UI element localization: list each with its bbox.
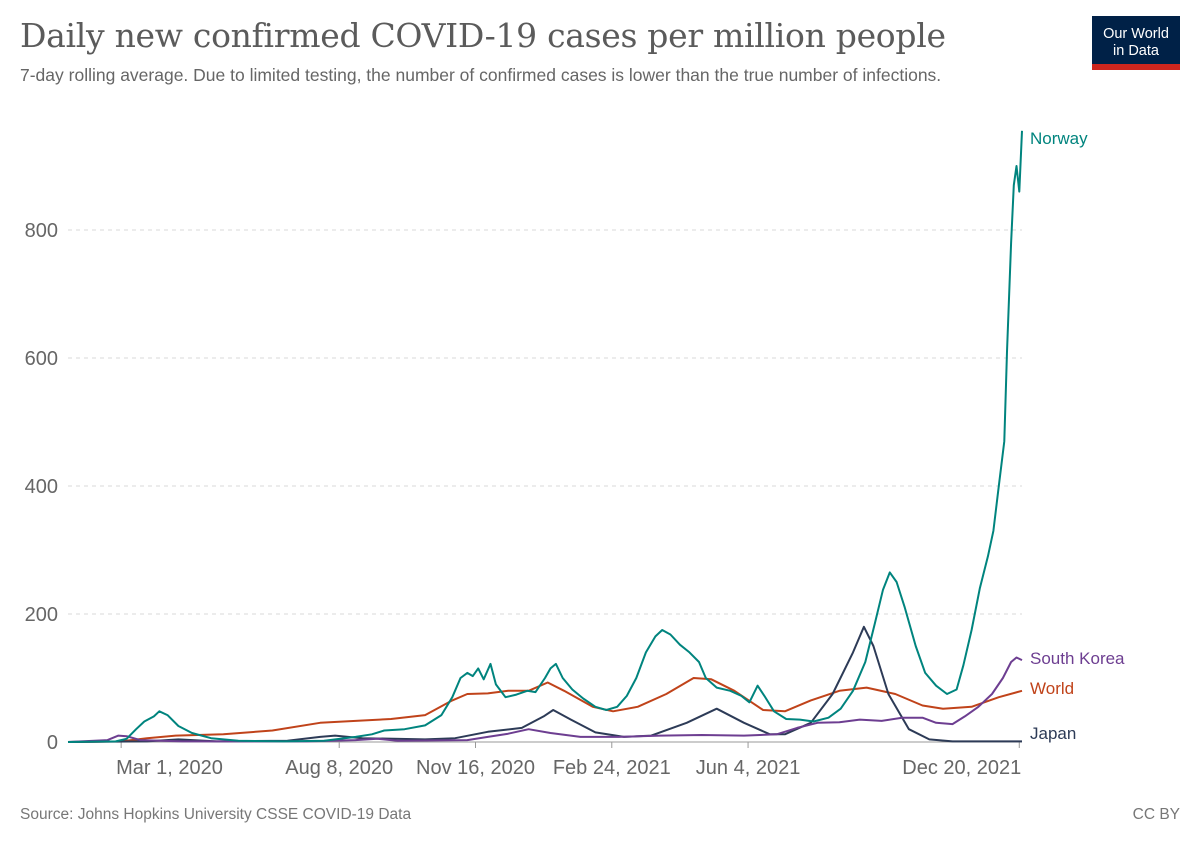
series-label-norway[interactable]: Norway bbox=[1030, 129, 1088, 148]
x-tick-label: Dec 20, 2021 bbox=[902, 757, 1021, 779]
owid-logo[interactable]: Our World in Data bbox=[1092, 16, 1180, 70]
series-label-south-korea[interactable]: South Korea bbox=[1030, 649, 1125, 668]
series-label-japan[interactable]: Japan bbox=[1030, 724, 1076, 743]
chart-title: Daily new confirmed COVID-19 cases per m… bbox=[20, 16, 946, 55]
logo-text-line2: in Data bbox=[1113, 43, 1159, 59]
x-tick-label: Mar 1, 2020 bbox=[116, 757, 223, 779]
y-tick-label: 800 bbox=[25, 220, 58, 242]
source-note[interactable]: Source: Johns Hopkins University CSSE CO… bbox=[20, 806, 412, 823]
x-axis: Mar 1, 2020 Aug 8, 2020 Nov 16, 2020 Feb 24… bbox=[68, 741, 1022, 779]
x-tick-label: Feb 24, 2021 bbox=[553, 757, 671, 779]
series-line-south-korea[interactable] bbox=[67, 656, 1023, 743]
series-end-labels: Norway South Korea World Japan bbox=[1030, 129, 1125, 743]
y-tick-label: 200 bbox=[25, 604, 58, 626]
series-line-world[interactable] bbox=[67, 677, 1023, 743]
series-line-norway[interactable] bbox=[67, 130, 1023, 743]
y-tick-label: 600 bbox=[25, 348, 58, 370]
chart-subtitle: 7-day rolling average. Due to limited te… bbox=[20, 65, 942, 85]
series-lines bbox=[67, 130, 1023, 743]
x-tick-label: Jun 4, 2021 bbox=[696, 757, 801, 779]
logo-accent-bar bbox=[1092, 64, 1180, 70]
logo-text-line1: Our World bbox=[1103, 26, 1169, 42]
y-tick-label: 0 bbox=[47, 732, 58, 754]
series-label-world[interactable]: World bbox=[1030, 679, 1074, 698]
y-axis-ticks: 0 200 400 600 800 bbox=[25, 220, 58, 754]
x-tick-label: Aug 8, 2020 bbox=[285, 757, 393, 779]
license-note[interactable]: CC BY bbox=[1132, 806, 1180, 823]
gridlines bbox=[68, 229, 1022, 615]
x-tick-label: Nov 16, 2020 bbox=[416, 757, 535, 779]
y-tick-label: 400 bbox=[25, 476, 58, 498]
